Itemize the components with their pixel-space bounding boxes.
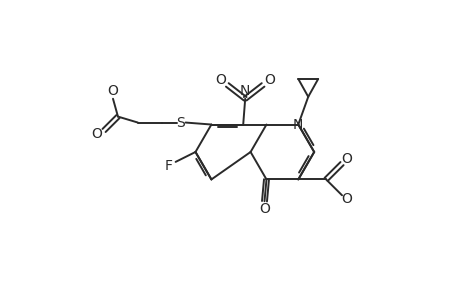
Text: O: O bbox=[341, 192, 352, 206]
Text: O: O bbox=[258, 202, 269, 216]
Text: N: N bbox=[292, 118, 303, 131]
Text: O: O bbox=[214, 73, 225, 87]
Text: O: O bbox=[341, 152, 352, 166]
Text: O: O bbox=[107, 84, 118, 98]
Text: O: O bbox=[91, 128, 102, 141]
Text: F: F bbox=[164, 159, 172, 173]
Text: S: S bbox=[176, 116, 185, 130]
Text: N: N bbox=[240, 84, 250, 98]
Text: O: O bbox=[264, 73, 275, 87]
